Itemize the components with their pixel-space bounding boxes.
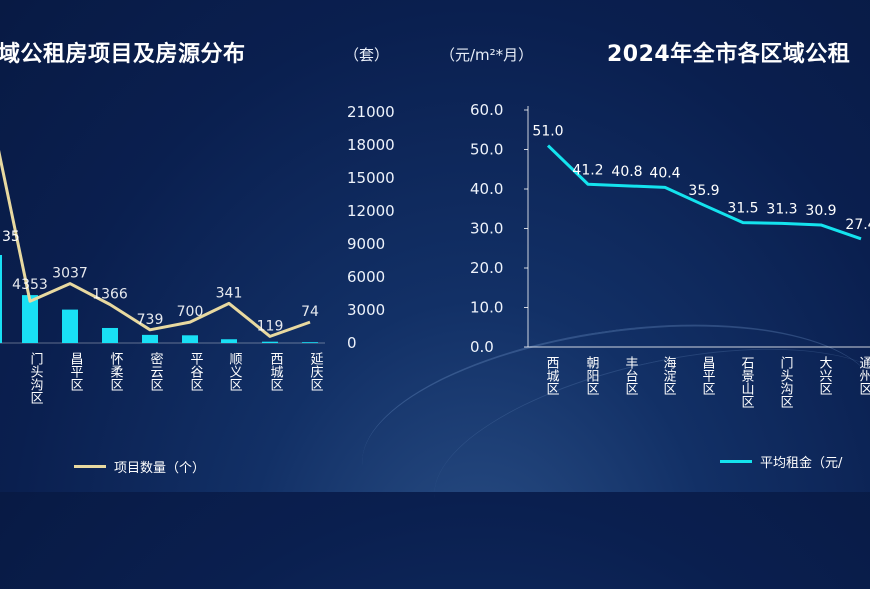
y-axis-tick-label: 60.0 <box>470 101 503 119</box>
right-legend-swatch <box>720 460 752 463</box>
category-label: 大兴区 <box>817 356 833 395</box>
category-label: 石景山区 <box>739 356 755 408</box>
data-label: 30.9 <box>805 203 836 219</box>
y-axis-tick-label: 40.0 <box>470 180 503 198</box>
data-label: 51.0 <box>532 124 563 140</box>
data-label: 27.4 <box>845 217 870 233</box>
y-axis-tick-label: 30.0 <box>470 220 503 238</box>
data-label: 41.2 <box>572 162 603 178</box>
category-label: 昌平区 <box>700 356 716 395</box>
y-axis-tick-label: 50.0 <box>470 141 503 159</box>
left-legend-label: 项目数量（个） <box>114 457 205 476</box>
data-label: 35.9 <box>688 183 719 199</box>
right-legend: 平均租金（元/ <box>720 452 842 471</box>
left-legend: 项目数量（个） <box>74 457 205 476</box>
data-label: 31.5 <box>727 201 758 217</box>
category-label: 通州区 <box>857 356 870 395</box>
category-label: 海淀区 <box>661 356 677 395</box>
category-label: 丰台区 <box>623 356 639 395</box>
data-label: 31.3 <box>766 201 797 217</box>
category-label: 门头沟区 <box>778 356 794 408</box>
y-axis-tick-label: 10.0 <box>470 299 503 317</box>
data-label: 40.4 <box>649 165 680 181</box>
category-label: 朝阳区 <box>584 356 600 395</box>
category-label: 西城区 <box>544 356 560 395</box>
right-legend-label: 平均租金（元/ <box>760 452 842 471</box>
data-label: 40.8 <box>611 164 642 180</box>
right-chart-svg: 0.0 10.0 20.0 30.0 40.0 50.0 60.0 51.0 41.2 40.8 4… <box>0 0 870 492</box>
y-axis-tick-label: 20.0 <box>470 259 503 277</box>
y-axis-tick-label: 0.0 <box>470 338 494 356</box>
left-legend-swatch <box>74 465 106 468</box>
